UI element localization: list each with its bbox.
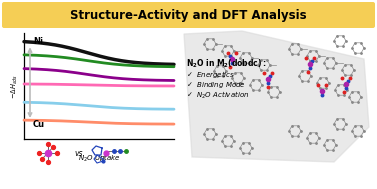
Text: $N_2O$ Uptake: $N_2O$ Uptake — [78, 153, 121, 164]
Polygon shape — [184, 31, 369, 162]
Text: ✓  $\it{Binding\ Mode}$: ✓ $\it{Binding\ Mode}$ — [186, 80, 246, 90]
Text: Structure-Activity and DFT Analysis: Structure-Activity and DFT Analysis — [70, 9, 307, 22]
Text: Ni: Ni — [33, 37, 43, 46]
Text: $\mathbf{N_2O}$ $\mathbf{in\ M_2(dobdc):}$: $\mathbf{N_2O}$ $\mathbf{in\ M_2(dobdc):… — [186, 58, 267, 70]
FancyBboxPatch shape — [2, 2, 375, 28]
Bar — [10, 29, 178, 167]
Text: $-\Delta H_{ads}$: $-\Delta H_{ads}$ — [10, 73, 20, 99]
Text: ✓  $\it{Energetics}$: ✓ $\it{Energetics}$ — [186, 70, 235, 81]
Text: vs.: vs. — [75, 149, 86, 157]
Text: ✓  $\it{N_2O\ Activation}$: ✓ $\it{N_2O\ Activation}$ — [186, 89, 249, 101]
Text: Cu: Cu — [33, 120, 45, 129]
